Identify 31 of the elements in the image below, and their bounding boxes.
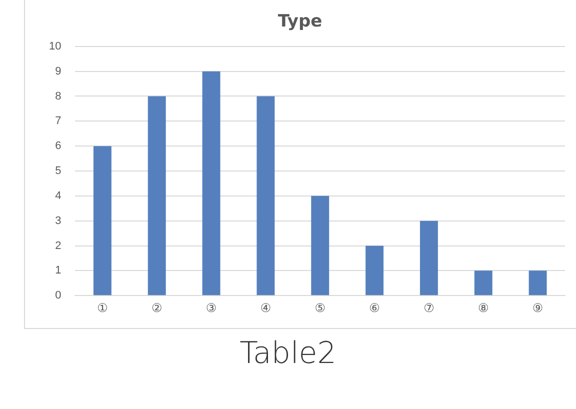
bar [474, 270, 492, 296]
y-tick-label: 2 [55, 240, 62, 252]
bar [256, 96, 275, 296]
y-tick-label: 6 [55, 140, 62, 152]
y-tick-label: 4 [55, 190, 62, 202]
y-tick-label: 3 [55, 214, 62, 227]
chart-title: Type [278, 12, 322, 32]
bar [528, 270, 547, 296]
x-tick-label: ⑨ [532, 300, 544, 315]
y-tick-label: 10 [48, 40, 62, 52]
x-tick-label: ⑧ [478, 300, 489, 315]
x-tick-label: ③ [206, 300, 217, 315]
y-tick-label: 0 [55, 290, 62, 302]
bar [366, 246, 384, 296]
x-tick-label: ⑥ [369, 300, 380, 315]
y-tick-label: 1 [55, 264, 62, 277]
x-tick-label: ⑦ [424, 300, 434, 315]
x-tick-label: ④ [260, 300, 272, 315]
bar [148, 96, 166, 296]
x-tick-label: ① [97, 300, 108, 315]
y-tick-label: 7 [55, 115, 62, 128]
y-tick-label: 8 [55, 90, 62, 102]
x-tick-label: ② [151, 300, 162, 315]
y-tick-label: 9 [55, 65, 62, 78]
bar [311, 196, 330, 296]
caption: Table2 [238, 336, 338, 371]
y-tick-label: 5 [55, 165, 62, 178]
x-tick-label: ⑤ [314, 300, 326, 315]
bar [202, 71, 220, 296]
bar [420, 220, 438, 296]
bar [93, 146, 112, 296]
